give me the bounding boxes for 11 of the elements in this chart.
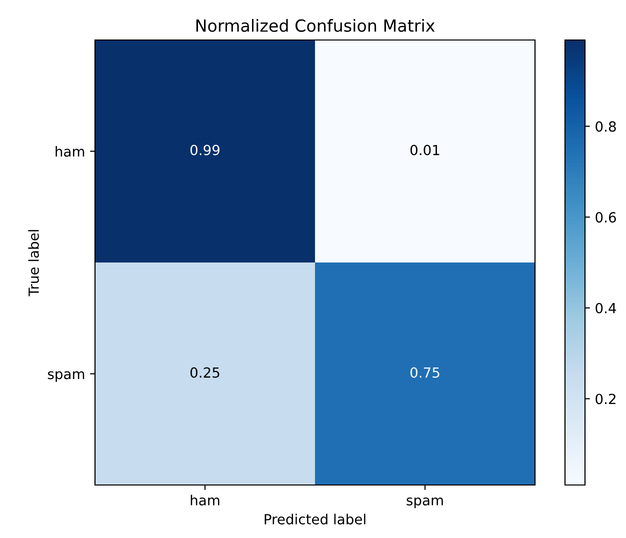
color-bar-label: 0.6 <box>596 212 616 223</box>
y-axis-title: True label <box>28 230 39 296</box>
color-bar-label: 0.8 <box>596 121 616 132</box>
data-label: 0.75 <box>410 367 440 378</box>
color-bar-label: 0.4 <box>596 302 616 314</box>
data-label: 0.01 <box>410 144 440 156</box>
data-label: 0.25 <box>190 367 220 378</box>
color-bar-label: 0.2 <box>596 394 616 404</box>
data-label: 0.99 <box>190 144 220 156</box>
chart-title: Normalized Confusion Matrix <box>196 19 435 32</box>
x-axis-title: Predicted label <box>264 514 366 524</box>
